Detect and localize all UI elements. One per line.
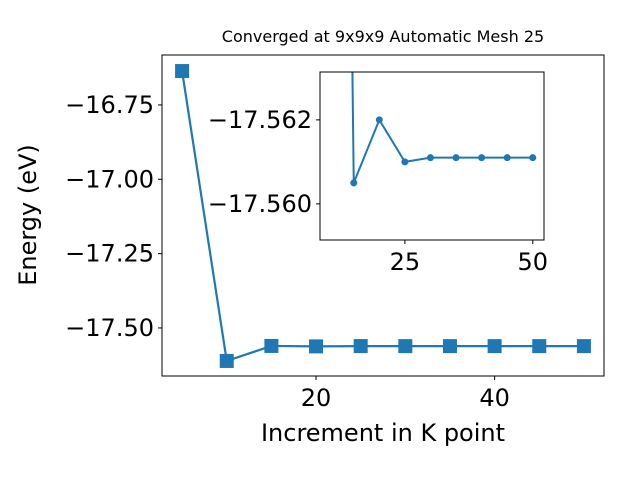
- data-point: [576, 339, 591, 354]
- data-point: [375, 116, 383, 124]
- data-point: [401, 158, 409, 166]
- y-tick-label: −17.560: [208, 190, 312, 218]
- axes-frame: [161, 54, 605, 377]
- y-tick-label: −16.75: [65, 91, 154, 119]
- plot-area: [175, 64, 591, 368]
- x-tick-label: 25: [390, 248, 421, 276]
- data-point: [478, 154, 486, 162]
- x-tick-label: 40: [479, 384, 510, 412]
- data-point: [452, 154, 460, 162]
- y-tick-label: −17.25: [65, 240, 154, 268]
- data-point: [219, 353, 234, 368]
- data-point: [426, 154, 434, 162]
- plot-area: [350, 72, 537, 187]
- data-point: [503, 154, 511, 162]
- y-tick-label: −17.562: [208, 106, 312, 134]
- data-point: [350, 179, 358, 187]
- y-axis-label: Energy (eV): [14, 144, 42, 286]
- chart-title: Converged at 9x9x9 Automatic Mesh 25: [222, 27, 544, 46]
- data-point: [353, 339, 368, 354]
- axes-frame: [319, 71, 545, 241]
- data-point: [175, 64, 190, 79]
- data-point: [398, 339, 413, 354]
- y-tick-label: −17.50: [65, 314, 154, 342]
- data-point: [264, 338, 279, 353]
- y-tick-label: −17.00: [65, 165, 154, 193]
- x-axis-label: Increment in K point: [261, 419, 505, 447]
- data-point: [309, 339, 324, 354]
- data-point: [532, 339, 547, 354]
- series-line: [181, 70, 584, 363]
- x-tick-label: 20: [301, 384, 332, 412]
- data-point: [529, 154, 537, 162]
- data-point: [442, 339, 457, 354]
- x-tick-label: 50: [517, 248, 548, 276]
- data-point: [487, 339, 502, 354]
